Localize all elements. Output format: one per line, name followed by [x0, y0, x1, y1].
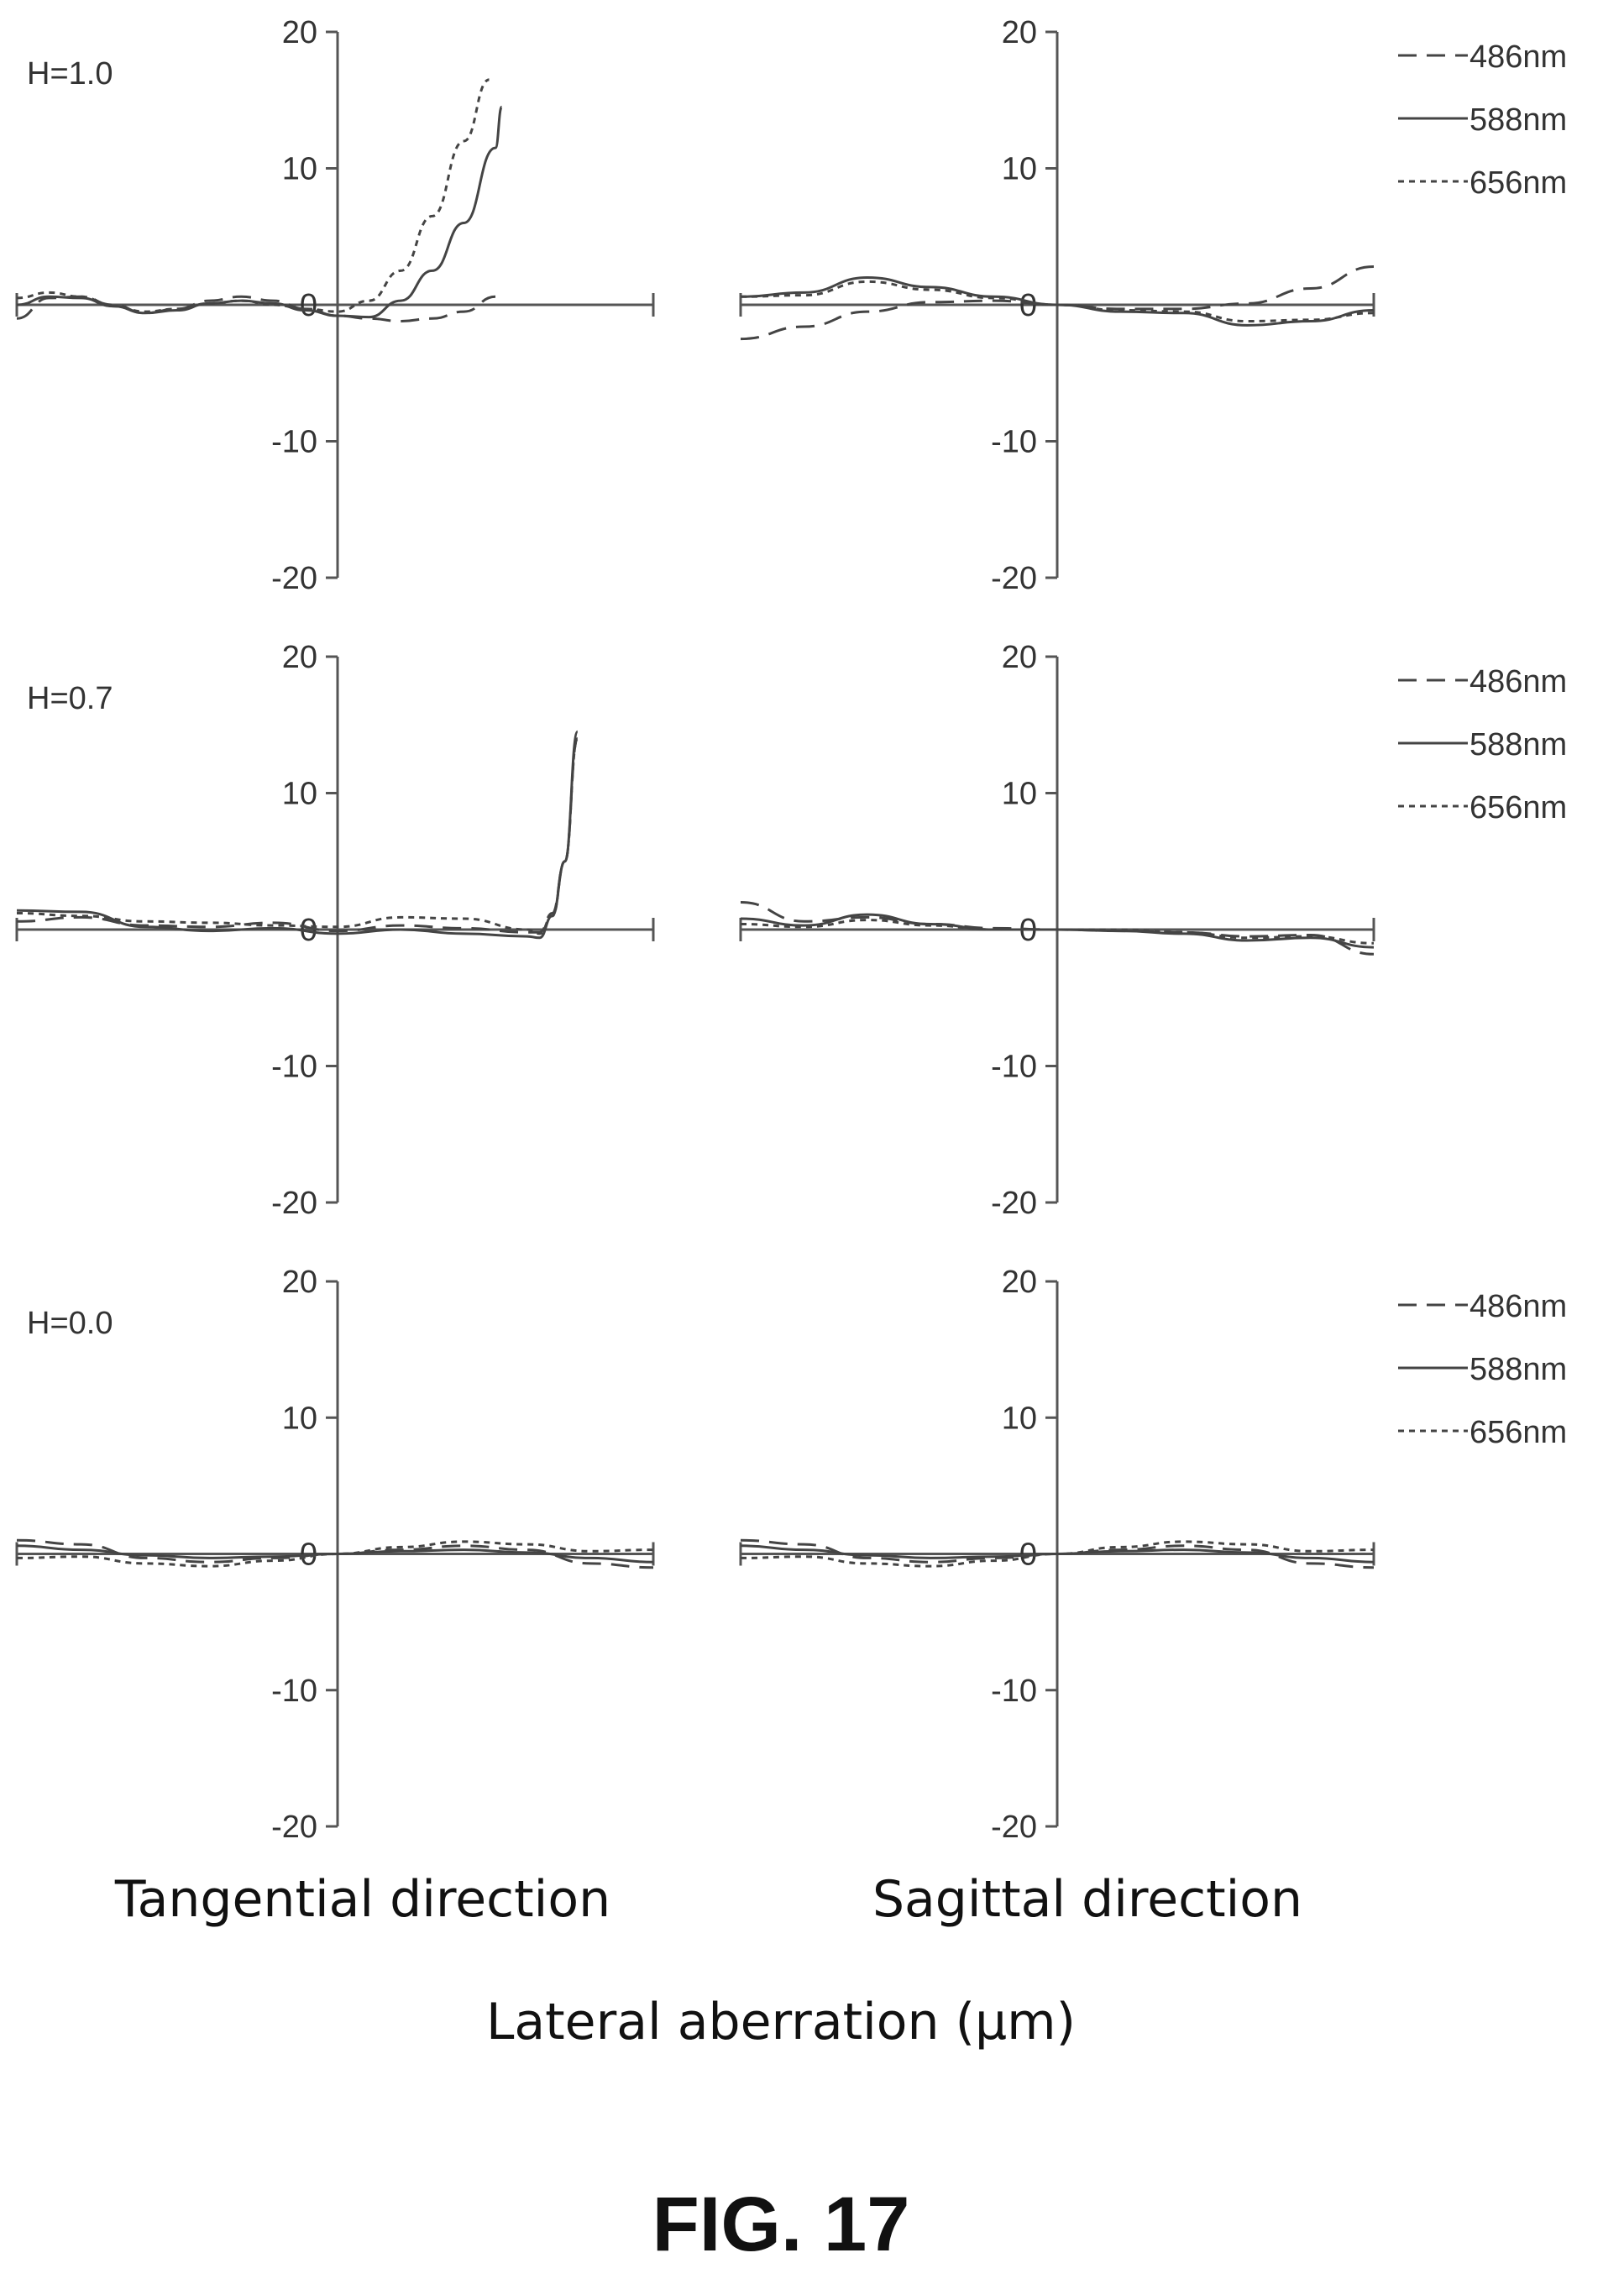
- y-tick-label: 10: [1002, 1401, 1037, 1436]
- legend: 486nm 588nm 656nm: [1398, 664, 1567, 825]
- legend-label-656nm: 656nm: [1469, 165, 1567, 201]
- series-line-656nm: [740, 280, 1375, 323]
- legend-label-486nm: 486nm: [1469, 39, 1567, 75]
- legend-label-486nm: 486nm: [1469, 664, 1567, 699]
- row-label: H=0.7: [27, 681, 113, 716]
- column-label-tangential: Tangential direction: [114, 1870, 610, 1929]
- y-tick-label: -10: [991, 1674, 1037, 1709]
- y-tick-label: -20: [991, 1810, 1037, 1845]
- series-line-656nm: [740, 1540, 1375, 1568]
- legend-label-588nm: 588nm: [1469, 1352, 1567, 1387]
- y-tick-label: -10: [991, 425, 1037, 460]
- y-tick-label: 10: [1002, 152, 1037, 187]
- row-label: H=1.0: [27, 56, 113, 92]
- series-line-656nm: [16, 78, 490, 313]
- y-tick-label: 20: [1002, 1265, 1037, 1300]
- series-line-588nm: [16, 730, 579, 940]
- row-label: H=0.0: [27, 1306, 113, 1341]
- y-tick-label: -20: [271, 1810, 317, 1845]
- y-tick-label: 20: [282, 15, 317, 50]
- series-line-486nm: [16, 737, 579, 934]
- legend-label-588nm: 588nm: [1469, 727, 1567, 762]
- y-tick-label: 0: [300, 288, 317, 323]
- y-tick-label: -20: [991, 561, 1037, 596]
- panel-h-1-0-sagittal: 20 10 0 -10 -20: [739, 15, 1375, 596]
- legend: 486nm 588nm 656nm: [1398, 1289, 1567, 1450]
- series-line-656nm: [16, 1540, 654, 1568]
- y-tick-label: -10: [271, 425, 317, 460]
- series-line-656nm: [740, 919, 1375, 945]
- legend-label-588nm: 588nm: [1469, 102, 1567, 138]
- y-tick-label: -20: [271, 1186, 317, 1221]
- y-tick-label: 20: [282, 1265, 317, 1300]
- panels-group: 20100-10-20H=1.020100-10-2020100-10-20H=…: [15, 15, 1375, 1845]
- column-label-sagittal: Sagittal direction: [872, 1870, 1302, 1929]
- y-tick-label: 0: [1019, 288, 1037, 323]
- legend-label-656nm: 656nm: [1469, 790, 1567, 825]
- series-line-656nm: [16, 737, 579, 935]
- legend-label-656nm: 656nm: [1469, 1415, 1567, 1450]
- y-tick-label: -20: [991, 1186, 1037, 1221]
- y-tick-label: 10: [1002, 777, 1037, 812]
- x-axis-label: Lateral aberration (µm): [486, 1993, 1076, 2051]
- y-tick-label: -20: [271, 561, 317, 596]
- y-tick-label: 10: [282, 152, 317, 187]
- legend-label-486nm: 486nm: [1469, 1289, 1567, 1324]
- legends-group: 486nm 588nm 656nm 486nm 588nm 656nm 486nm 588nm…: [1398, 39, 1567, 1450]
- legend: 486nm 588nm 656nm: [1398, 39, 1567, 201]
- y-tick-label: 20: [1002, 15, 1037, 50]
- y-tick-label: -10: [271, 1674, 317, 1709]
- y-tick-label: 20: [1002, 640, 1037, 675]
- y-tick-label: 20: [282, 640, 317, 675]
- y-tick-label: 10: [282, 777, 317, 812]
- figure-title: FIG. 17: [652, 2182, 910, 2267]
- panel-h-1-0-tangential: 20 10 0 -10 -20 H=1.0: [15, 15, 655, 596]
- y-tick-label: -10: [991, 1050, 1037, 1085]
- y-tick-label: 10: [282, 1401, 317, 1436]
- y-tick-label: -10: [271, 1050, 317, 1085]
- series-line-588nm: [16, 105, 503, 319]
- series-line-486nm: [16, 295, 496, 323]
